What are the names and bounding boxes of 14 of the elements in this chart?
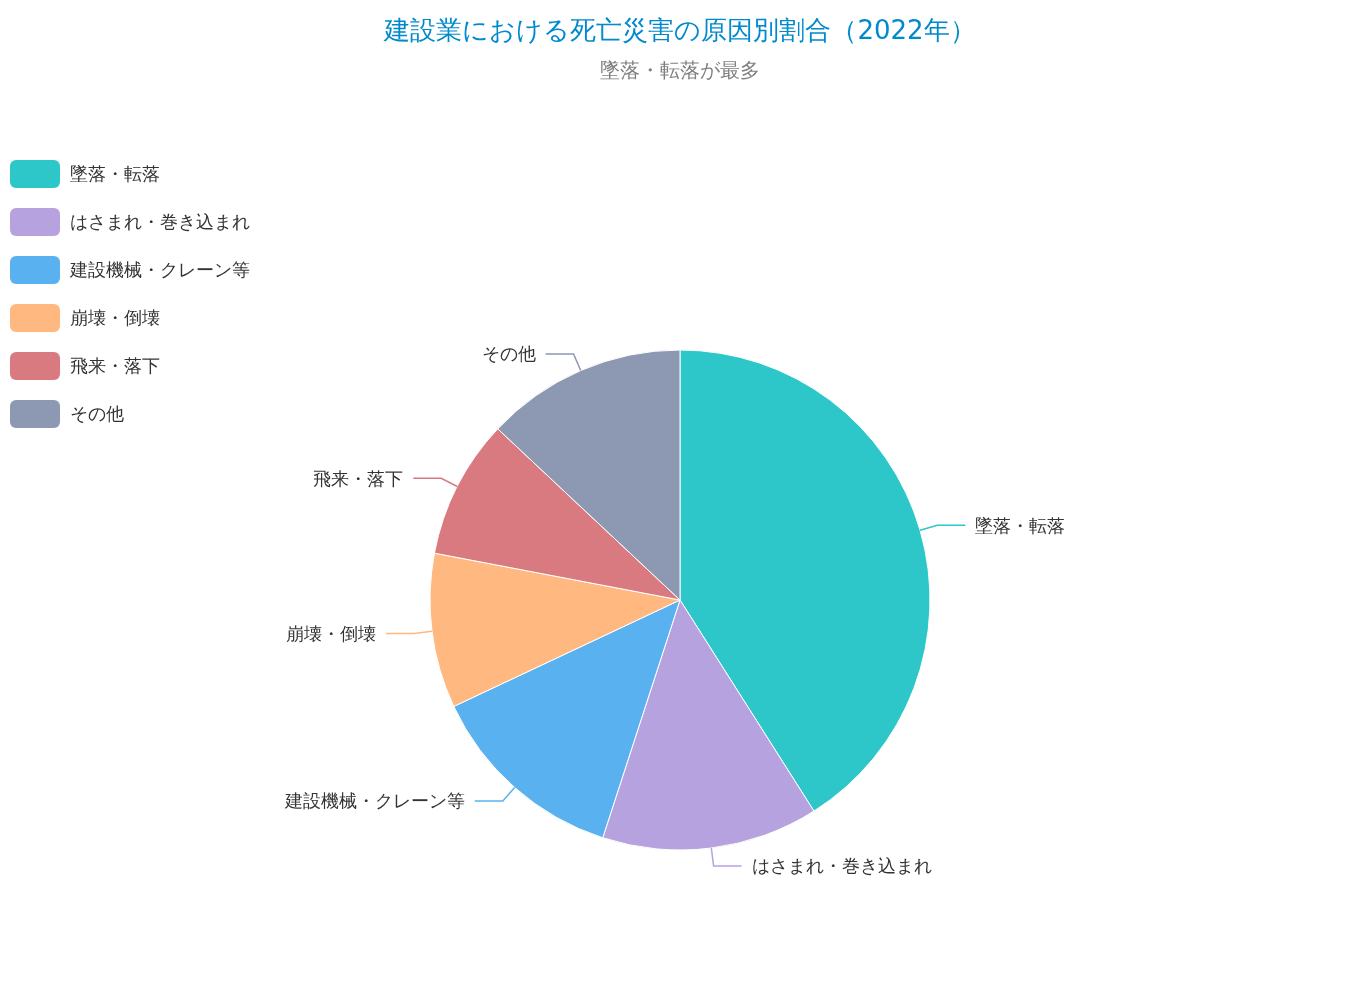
slice-label: その他 — [481, 343, 536, 365]
slice-label: 崩壊・倒壊 — [286, 622, 377, 644]
legend-label: 建設機械・クレーン等 — [69, 259, 250, 281]
legend-label: 飛来・落下 — [70, 355, 160, 377]
legend-label: はさまれ・巻き込まれ — [70, 211, 250, 233]
chart-title: 建設業における死亡災害の原因別割合（2022年） — [383, 15, 976, 46]
slice-label: 墜落・転落 — [975, 514, 1066, 536]
legend-label: 崩壊・倒壊 — [70, 307, 160, 329]
slice-label: はさまれ・巻き込まれ — [751, 855, 932, 877]
chart-subtitle: 墜落・転落が最多 — [600, 58, 760, 82]
legend-label: その他 — [70, 403, 124, 425]
legend-label: 墜落・転落 — [70, 163, 160, 185]
slice-label: 飛来・落下 — [313, 467, 404, 489]
slice-label: 建設機械・クレーン等 — [283, 790, 465, 812]
